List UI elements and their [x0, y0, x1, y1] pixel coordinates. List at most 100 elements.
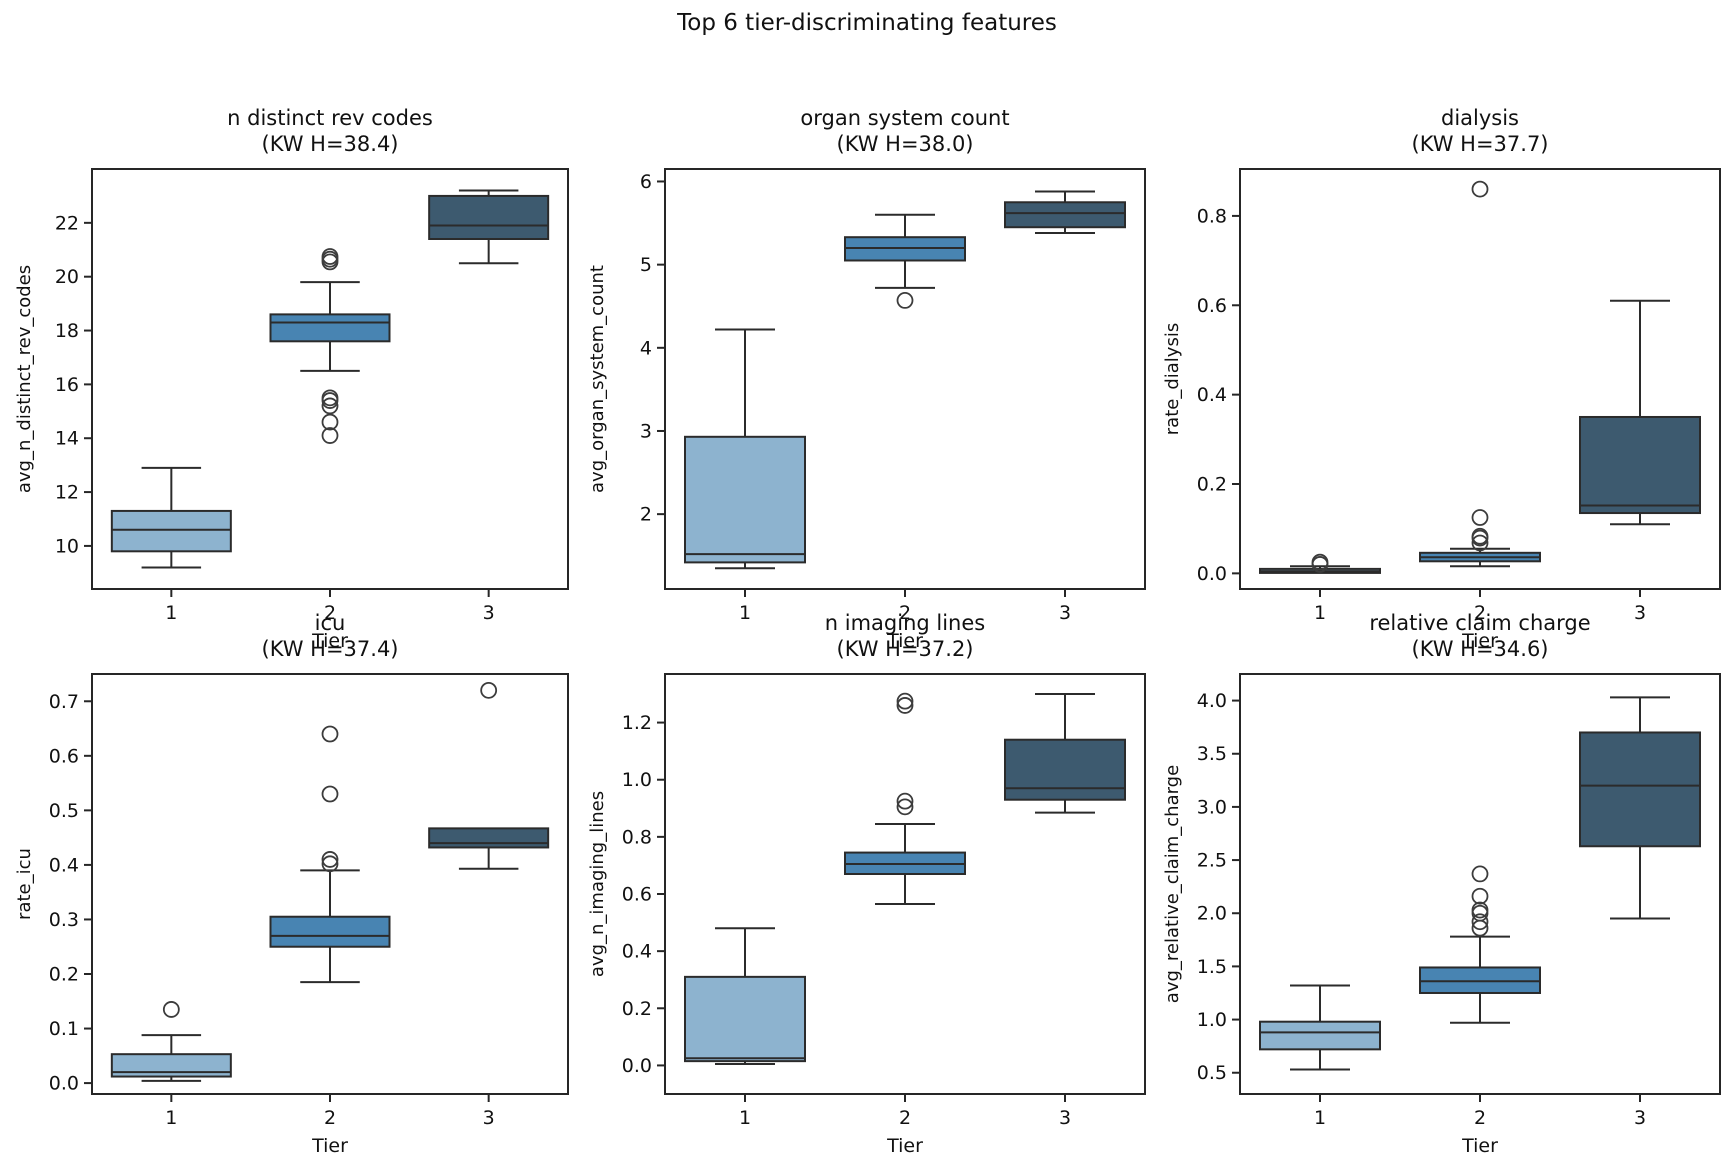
- subplot-subtitle: (KW H=34.6): [1412, 637, 1549, 661]
- box-tier-3: [428, 189, 550, 265]
- outlier-point: [896, 792, 914, 810]
- y-tick-label: 0.7: [49, 691, 79, 713]
- y-axis-label: avg_n_distinct_rev_codes: [14, 265, 35, 493]
- y-tick-label: 0.5: [49, 800, 79, 822]
- x-tick-label: 3: [1059, 602, 1071, 624]
- outlier-point: [896, 798, 914, 816]
- y-tick-label: 0.8: [1197, 205, 1227, 227]
- outlier-point: [480, 681, 498, 699]
- y-tick-label: 1.2: [622, 712, 652, 734]
- outlier-point: [1471, 865, 1489, 883]
- y-tick-label: 0.6: [49, 745, 79, 767]
- outlier-point: [1471, 180, 1489, 198]
- y-tick-label: 0.2: [1197, 474, 1227, 496]
- y-tick-label: 1.0: [1197, 1009, 1227, 1031]
- y-tick-label: 2: [640, 504, 652, 526]
- box-tier-2: [844, 692, 966, 905]
- x-tick-label: 2: [324, 1107, 336, 1129]
- outlier-point: [896, 692, 914, 710]
- box-tier-1: [1259, 984, 1381, 1071]
- box-tier-2: [1419, 865, 1541, 1024]
- y-tick-label: 0.0: [1197, 563, 1227, 585]
- outlier-point: [321, 725, 339, 743]
- iqr-box: [1259, 1020, 1381, 1051]
- x-tick-label: 1: [739, 1107, 751, 1129]
- y-tick-label: 0.2: [49, 964, 79, 986]
- y-tick-label: 10: [55, 535, 79, 557]
- outlier-point: [162, 1001, 180, 1018]
- axes-frame: [1239, 168, 1721, 590]
- iqr-box: [684, 975, 806, 1063]
- subplot-title: n imaging lines: [825, 611, 985, 635]
- subplot-n-imaging-lines: n imaging lines(KW H=37.2) 0.0 0.2 0.4 0.6 0.…: [587, 611, 1146, 1157]
- x-tick-label: 3: [1634, 1107, 1646, 1129]
- y-tick-label: 0.5: [1197, 1062, 1227, 1084]
- outlier-point: [896, 292, 914, 309]
- y-tick-label: 0.4: [1197, 384, 1227, 406]
- y-axis-label: avg_n_imaging_lines: [587, 791, 608, 977]
- box-tier-3: [428, 681, 550, 870]
- y-axis-label: avg_organ_system_count: [587, 265, 608, 493]
- outlier-point: [321, 851, 339, 868]
- y-tick-label: 0.2: [622, 998, 652, 1020]
- y-tick-label: 12: [55, 482, 79, 504]
- subplot-subtitle: (KW H=38.4): [262, 132, 399, 156]
- y-tick-label: 1.5: [1197, 956, 1227, 978]
- subplot-subtitle: (KW H=37.4): [262, 637, 399, 661]
- y-tick-label: 14: [55, 428, 79, 450]
- x-tick-label: 2: [1474, 1107, 1486, 1129]
- y-tick-label: 1.0: [622, 769, 652, 791]
- iqr-box: [1579, 731, 1701, 848]
- subplot-subtitle: (KW H=37.7): [1412, 132, 1549, 156]
- x-tick-label: 3: [483, 602, 495, 624]
- x-tick-label: 2: [899, 602, 911, 624]
- x-tick-label: 3: [483, 1107, 495, 1129]
- y-tick-label: 4.0: [1197, 690, 1227, 712]
- subplot-dialysis: dialysis(KW H=37.7) 0.0 0.2 0.4 0.6 0.8 rate_d…: [1162, 106, 1721, 652]
- x-tick-label: 1: [1314, 1107, 1326, 1129]
- outlier-point: [1311, 553, 1329, 571]
- y-tick-label: 3.0: [1197, 796, 1227, 818]
- figure-title: Top 6 tier-discriminating features: [677, 10, 1057, 36]
- x-axis-label: Tier: [1461, 630, 1498, 652]
- outlier-point: [321, 392, 339, 409]
- y-tick-label: 2.5: [1197, 850, 1227, 872]
- y-tick-label: 16: [55, 374, 79, 396]
- x-axis-label: Tier: [886, 1135, 923, 1157]
- box-tier-1: [110, 1001, 232, 1082]
- subplot-n-distinct-rev-codes: n distinct rev codes(KW H=38.4)101214161…: [14, 106, 569, 652]
- iqr-box: [269, 313, 391, 343]
- x-tick-label: 1: [165, 602, 177, 624]
- box-tier-3: [1579, 696, 1701, 920]
- iqr-box: [1004, 738, 1126, 801]
- outlier-point: [321, 427, 339, 444]
- box-tier-1: [684, 927, 806, 1065]
- iqr-box: [1004, 201, 1126, 229]
- subplot-title: dialysis: [1441, 106, 1519, 130]
- outlier-point: [1471, 901, 1489, 919]
- y-tick-label: 20: [55, 266, 79, 288]
- subplot-title: icu: [315, 611, 346, 635]
- y-tick-label: 5: [640, 254, 652, 276]
- box-tier-2: [1419, 180, 1541, 568]
- outlier-point: [321, 785, 339, 803]
- subplot-subtitle: (KW H=38.0): [837, 132, 974, 156]
- subplot-relative-claim-charge: relative claim charge(KW H=34.6) 0.5 1.0 1.…: [1162, 611, 1721, 1157]
- y-tick-label: 6: [640, 171, 652, 193]
- subplot-title: organ system count: [800, 106, 1009, 130]
- x-axis-label: Tier: [311, 630, 348, 652]
- y-tick-label: 0.3: [49, 909, 79, 931]
- x-tick-label: 1: [1314, 602, 1326, 624]
- outlier-point: [1471, 527, 1489, 545]
- box-tier-3: [1579, 299, 1701, 526]
- y-axis-label: rate_dialysis: [1162, 323, 1183, 435]
- box-tier-1: [110, 466, 232, 569]
- box-tier-2: [269, 725, 391, 984]
- outlier-point: [321, 397, 339, 415]
- iqr-box: [110, 509, 232, 553]
- x-tick-label: 1: [739, 602, 751, 624]
- outlier-point: [321, 855, 339, 873]
- box-tier-3: [1004, 693, 1126, 814]
- outlier-point: [321, 413, 339, 431]
- x-tick-label: 3: [1634, 602, 1646, 624]
